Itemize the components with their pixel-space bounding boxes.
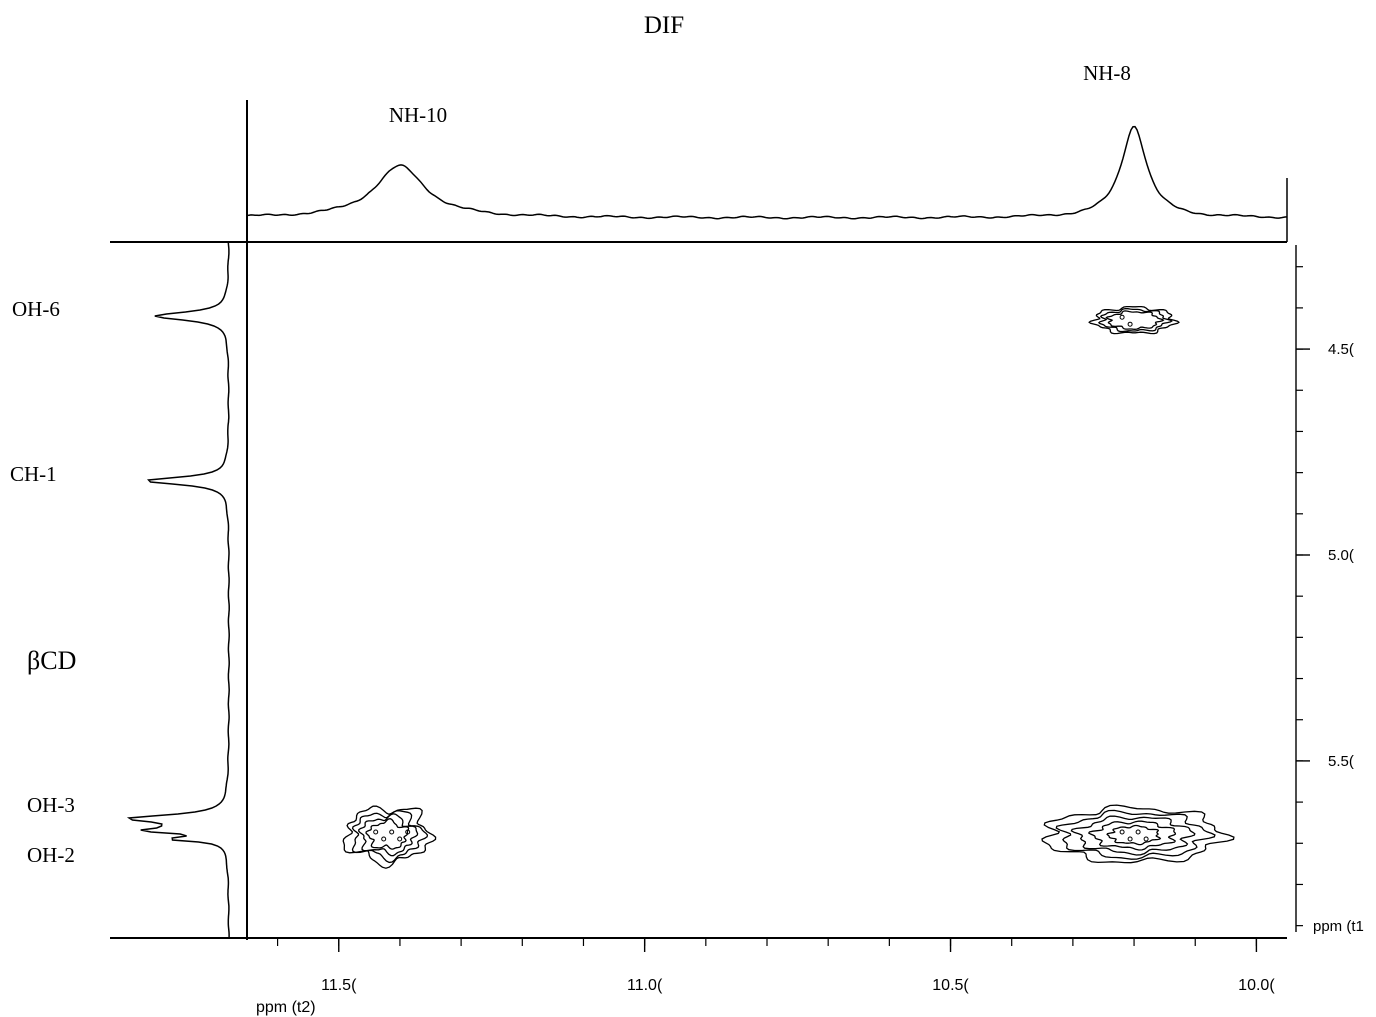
top-projection xyxy=(246,125,1288,220)
y-axis-tick-label: 4.5( xyxy=(1328,341,1354,358)
x-axis-label: ppm (t2) xyxy=(256,999,316,1016)
cross-peak-3-inner-dot xyxy=(389,829,395,835)
cross-peak-2-inner-dot xyxy=(1143,836,1149,842)
left-projection-trace xyxy=(126,241,230,938)
top-label-nh-8: NH-8 xyxy=(1083,61,1131,85)
y-axis-tick-label: 5.5( xyxy=(1328,753,1354,770)
cross-peak-3-contour xyxy=(351,810,429,864)
cross-peak-2-contour xyxy=(1087,820,1177,851)
left-label-oh-3: OH-3 xyxy=(27,793,75,817)
cross-peak-3-inner-dot xyxy=(373,829,379,835)
cross-peak-2-contour xyxy=(1055,809,1216,860)
cross-peak-3-inner-dot xyxy=(405,829,411,835)
cross-peak-3 xyxy=(342,805,437,869)
x-axis-tick-label: 11.0( xyxy=(627,977,663,994)
cross-peak-1-inner-dot xyxy=(1127,321,1133,327)
x-axis: 11.5( 11.0( 10.5( 10.0( xyxy=(276,938,1275,994)
cross-peak-2-contour xyxy=(1106,824,1162,846)
cross-peaks xyxy=(342,305,1235,869)
cross-peak-2-inner-dot xyxy=(1135,829,1141,835)
chart-frame xyxy=(110,100,1288,940)
cross-peak-2-inner-dot xyxy=(1119,829,1125,835)
y-axis: 4.5( 5.0( 5.5( xyxy=(1295,245,1354,932)
left-projection xyxy=(126,241,230,938)
top-label-nh-10: NH-10 xyxy=(389,103,447,127)
cross-peak-1 xyxy=(1088,305,1180,335)
cross-peak-2-contour xyxy=(1070,815,1196,856)
x-axis-tick-label: 10.0( xyxy=(1238,977,1275,994)
cross-peak-2 xyxy=(1041,804,1235,864)
cross-peak-2-contour xyxy=(1041,804,1235,864)
cross-peak-3-inner-dot xyxy=(381,836,387,842)
chart-title: DIF xyxy=(644,12,684,39)
x-axis-tick-label: 10.5( xyxy=(932,977,969,994)
top-projection-trace xyxy=(246,125,1288,220)
cross-peak-1-inner-dot xyxy=(1119,314,1125,320)
cross-peak-3-contour xyxy=(358,813,419,857)
left-label-oh-2: OH-2 xyxy=(27,843,75,867)
cross-peak-3-contour xyxy=(365,818,410,850)
left-label-beta-cd: βCD xyxy=(27,646,76,675)
cross-peak-3-contour xyxy=(342,805,437,869)
y-axis-label: ppm (t1 xyxy=(1313,918,1364,935)
x-axis-tick-label: 11.5( xyxy=(321,977,357,994)
left-label-ch-1: CH-1 xyxy=(10,462,57,486)
cross-peak-1-contour xyxy=(1097,307,1173,333)
left-label-oh-6: OH-6 xyxy=(12,297,60,321)
cross-peak-1-contour xyxy=(1105,310,1165,330)
cross-peak-2-inner-dot xyxy=(1127,836,1133,842)
cross-peak-3-inner-dot xyxy=(397,836,403,842)
y-axis-tick-label: 5.0( xyxy=(1328,547,1354,564)
